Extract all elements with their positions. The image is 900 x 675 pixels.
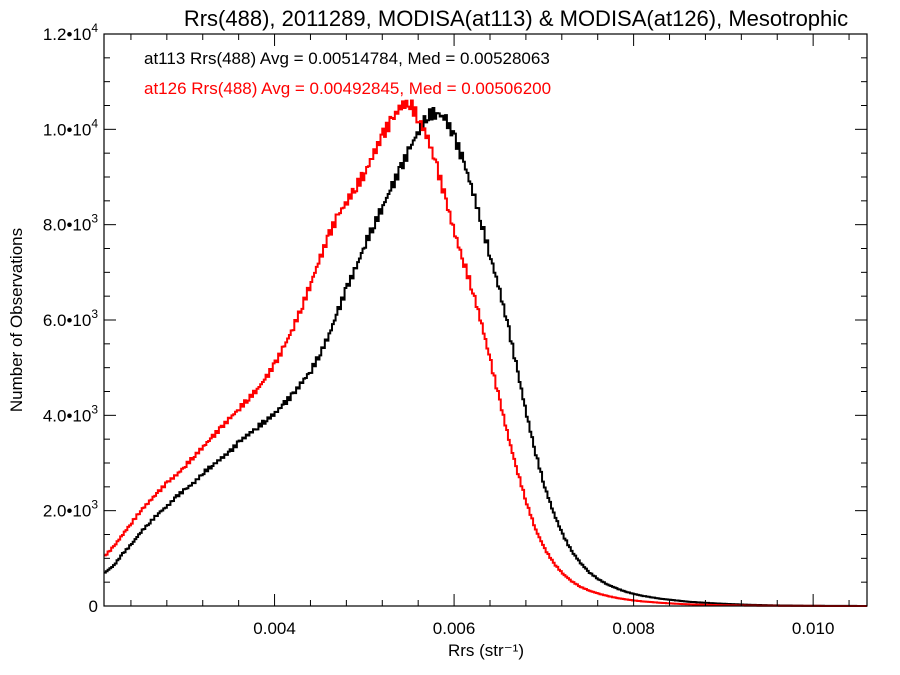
- annotation-1: at113 Rrs(488) Avg = 0.00514784, Med = 0…: [144, 49, 550, 68]
- x-tick-label: 0.008: [612, 619, 655, 638]
- series-2-line: [104, 99, 867, 607]
- annotations: at113 Rrs(488) Avg = 0.00514784, Med = 0…: [144, 49, 551, 98]
- series-1-line: [104, 107, 867, 607]
- y-tick-label: 1.0•104: [43, 116, 99, 139]
- x-tick-label: 0.006: [433, 619, 476, 638]
- y-tick-label: 1.2•104: [43, 21, 99, 44]
- y-tick-label: 8.0•103: [43, 212, 99, 235]
- plot-background: [104, 34, 867, 606]
- chart-title: Rrs(488), 2011289, MODISA(at113) & MODIS…: [184, 6, 848, 31]
- y-tick-label: 6.0•103: [43, 307, 99, 330]
- x-axis-title: Rrs (str⁻¹): [448, 641, 524, 660]
- plot-area: [104, 34, 867, 606]
- series-layer: [104, 99, 867, 607]
- annotation-2: at126 Rrs(488) Avg = 0.00492845, Med = 0…: [144, 79, 551, 98]
- x-tick-label: 0.004: [253, 619, 296, 638]
- x-tick-label: 0.010: [792, 619, 835, 638]
- x-tick-labels: 0.004 0.006 0.008 0.010: [253, 619, 834, 638]
- tick-marks: [104, 33, 867, 607]
- y-tick-label: 0: [89, 597, 98, 616]
- y-tick-label: 2.0•103: [43, 498, 99, 521]
- y-tick-label: 4.0•103: [43, 402, 99, 425]
- y-axis-title: Number of Observations: [7, 228, 26, 412]
- y-tick-labels: 0 2.0•103 4.0•103 6.0•103 8.0•103 1.0•104 1.2•…: [43, 21, 99, 616]
